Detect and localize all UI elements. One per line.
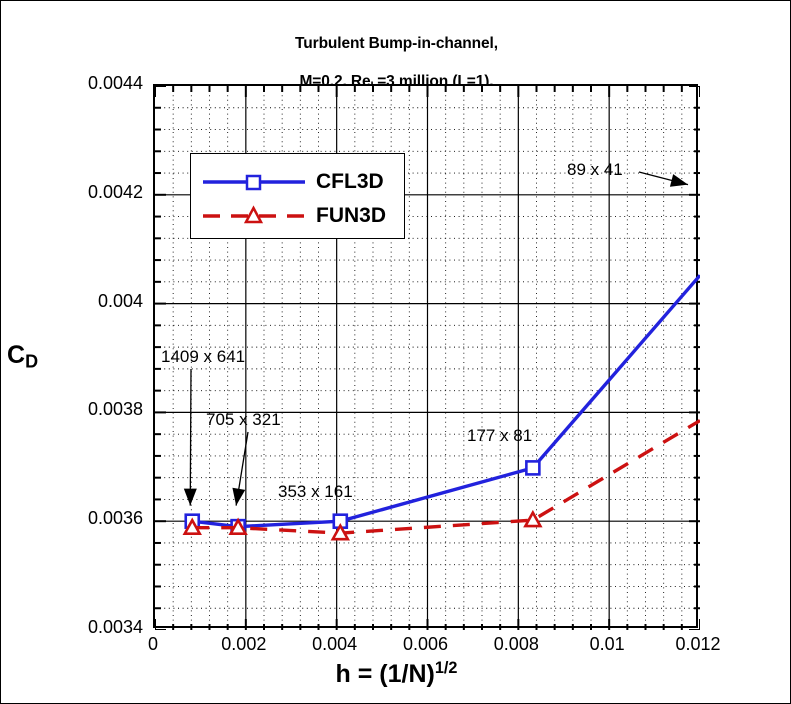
x-tick-label: 0.008 (493, 634, 539, 654)
y-tick-label: 0.0044 (87, 73, 143, 93)
x-tick-label: 0.002 (221, 634, 267, 654)
legend-label-cfl3d: CFL3D (316, 170, 384, 193)
data-series-layer (182, 274, 700, 541)
y-tick-label: 0.0038 (87, 399, 143, 420)
legend-label-fun3d: FUN3D (316, 204, 387, 227)
y-tick-label: 0.004 (97, 290, 143, 311)
legend: CFL3D FUN3D (190, 153, 405, 239)
grid-size-annotation: 177 x 81 (467, 426, 533, 445)
y-axis-label: CD (7, 341, 39, 372)
legend-entry-fun3d: FUN3D (191, 199, 406, 233)
grid-size-annotation: 1409 x 641 (161, 347, 246, 366)
grid-size-annotation: 705 x 321 (206, 410, 281, 429)
chart-title-line-1: Turbulent Bump-in-channel, (295, 35, 498, 52)
y-tick-label: 0.0034 (87, 617, 143, 637)
y-tick-label: 0.0036 (87, 508, 143, 529)
grid-size-annotation: 89 x 41 (567, 160, 623, 179)
legend-swatch-cfl3d (203, 174, 305, 191)
x-axis-label: h = (1/N)1/2 (335, 659, 458, 688)
x-tick-label: 0.01 (589, 634, 625, 654)
grid-size-annotation: 353 x 161 (278, 482, 353, 501)
y-tick-label: 0.0042 (87, 181, 143, 202)
x-tick-label: 0.012 (675, 634, 721, 654)
x-tick-label: 0.006 (402, 634, 449, 654)
legend-swatch-fun3d (203, 205, 305, 224)
x-tick-label: 0 (147, 634, 158, 654)
x-tick-label: 0.004 (312, 634, 358, 654)
legend-entry-cfl3d: CFL3D (191, 165, 406, 199)
